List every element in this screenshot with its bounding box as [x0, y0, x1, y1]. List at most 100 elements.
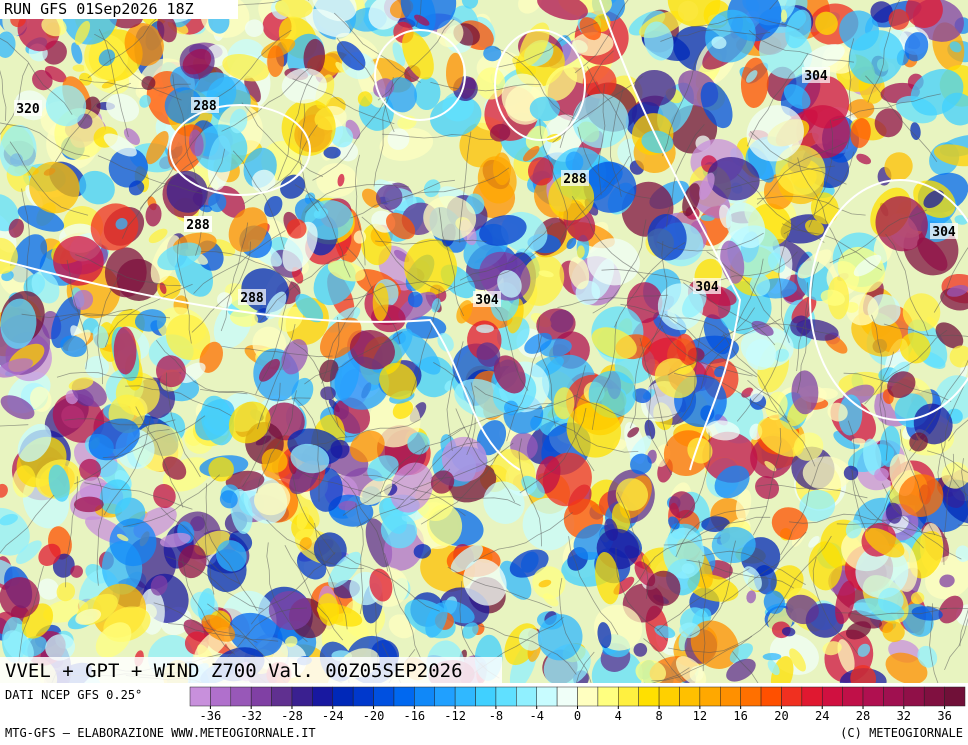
vvel-cell — [850, 664, 877, 683]
vvel-cell — [372, 282, 389, 322]
vvel-cell — [72, 64, 86, 72]
streamline — [250, 551, 336, 625]
vvel-cell — [229, 309, 259, 327]
streamline — [656, 232, 764, 252]
colorbar-swatch — [312, 686, 334, 707]
colorbar-swatch — [291, 686, 313, 707]
streamline — [747, 379, 816, 467]
streamline — [698, 560, 706, 672]
product-label: VVEL + GPT + WIND Z700 Val. 00Z05SEP2026 — [5, 660, 463, 682]
vvel-cell — [8, 218, 24, 238]
contour-label-bg — [184, 216, 212, 232]
vvel-cell — [148, 228, 168, 244]
streamline — [534, 415, 639, 453]
streamline — [362, 474, 466, 517]
vvel-cell — [336, 41, 366, 71]
colorbar-tick-label: 32 — [897, 709, 911, 723]
vvel-cell — [178, 544, 207, 579]
streamline — [537, 316, 556, 427]
vvel-cell — [767, 660, 780, 676]
colorbar-tick-label: -32 — [240, 709, 262, 723]
streamline — [558, 577, 592, 683]
streamline — [54, 82, 131, 163]
vvel-cell — [591, 327, 637, 359]
streamline — [659, 322, 753, 377]
vvel-cell — [52, 553, 75, 578]
vvel-cell — [425, 602, 448, 638]
vvel-cell — [201, 614, 236, 642]
colorbar-swatch — [434, 686, 456, 707]
vvel-cell — [414, 76, 441, 111]
colorbar-swatch — [332, 686, 354, 707]
gpt-contour — [374, 29, 466, 121]
streamline — [573, 395, 681, 420]
colorbar-swatch — [597, 686, 619, 707]
streamline — [865, 75, 938, 163]
streamline — [293, 342, 348, 438]
vvel-cell — [73, 496, 104, 513]
streamline — [221, 345, 333, 358]
streamline — [75, 254, 182, 287]
streamline — [342, 444, 427, 516]
streamline — [797, 282, 809, 394]
streamline — [410, 288, 440, 397]
vvel-cell — [746, 590, 757, 604]
vvel-cell — [518, 0, 542, 14]
vvel-cell — [312, 0, 357, 22]
vvel-cell — [229, 108, 248, 134]
streamline — [412, 442, 514, 490]
vvel-cell — [483, 481, 525, 524]
vvel-cell — [763, 590, 785, 614]
streamline — [221, 65, 312, 132]
colorbar-tick-label: -28 — [281, 709, 303, 723]
vvel-cell — [764, 460, 777, 472]
vvel-cell — [714, 465, 750, 499]
vvel-cell — [0, 194, 19, 232]
contour-label: 288 — [563, 172, 587, 187]
vvel-cell — [801, 75, 850, 129]
vvel-cell — [222, 53, 270, 82]
streamline — [909, 359, 968, 452]
gpt-contour — [0, 259, 521, 471]
streamline — [181, 558, 236, 655]
vvel-cell — [904, 32, 929, 62]
streamline — [330, 316, 340, 428]
streamline — [662, 51, 702, 157]
vvel-cell — [519, 22, 550, 67]
vvel-cell — [745, 339, 777, 370]
colorbar-swatch — [556, 686, 578, 707]
streamline — [333, 12, 421, 83]
streamline — [153, 602, 258, 643]
vvel-cell — [362, 188, 381, 208]
vvel-cell — [29, 386, 52, 412]
streamline — [866, 437, 926, 532]
streamline — [80, 79, 191, 89]
streamline — [778, 233, 790, 343]
streamline — [732, 651, 759, 683]
vvel-cell — [45, 634, 76, 661]
streamline — [375, 239, 487, 245]
footer-left: MTG-GFS — ELABORAZIONE WWW.METEOGIORNALE… — [5, 726, 316, 740]
vvel-cell — [497, 270, 522, 298]
contour-label-bg — [14, 100, 42, 116]
streamline — [883, 323, 968, 337]
vvel-cell — [38, 543, 61, 566]
colorbar-swatch — [210, 686, 232, 707]
streamline — [961, 458, 968, 510]
vvel-cell — [783, 84, 811, 109]
vvel-cell — [78, 458, 102, 481]
vvel-cell — [48, 464, 70, 502]
vvel-cell — [407, 291, 423, 308]
streamline — [287, 455, 336, 555]
streamline — [257, 324, 296, 430]
streamline — [200, 251, 301, 294]
vvel-cell — [0, 507, 30, 556]
streamline — [361, 216, 443, 293]
vvel-cell — [41, 16, 67, 37]
colorbar-swatch — [189, 686, 211, 707]
vvel-cell — [522, 497, 575, 551]
vvel-cell — [104, 247, 147, 298]
run-label: RUN GFS 01Sep2026 18Z — [4, 0, 194, 18]
vvel-cell — [275, 0, 313, 19]
colorbar-tick-label: 12 — [693, 709, 707, 723]
